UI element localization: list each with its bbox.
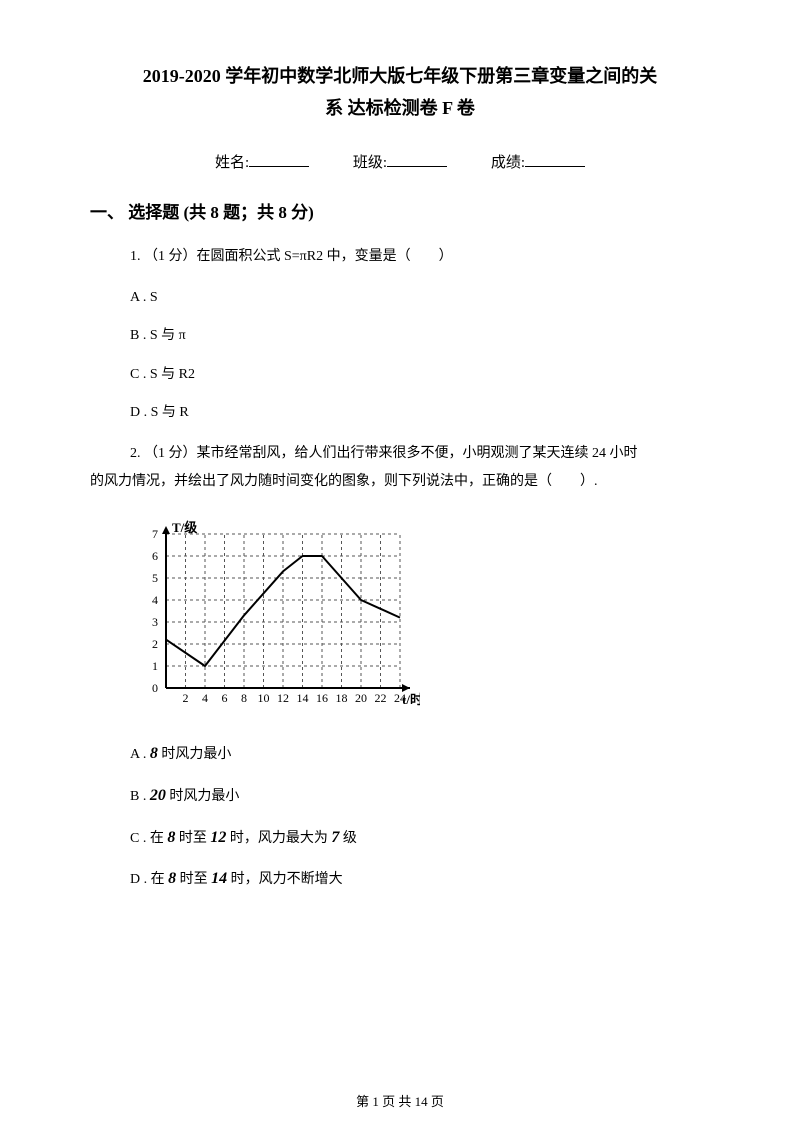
svg-text:18: 18	[336, 691, 348, 705]
section-1-heading: 一、 选择题 (共 8 题；共 8 分)	[90, 198, 710, 223]
q2-line1: 2. （1 分）某市经常刮风，给人们出行带来很多不便，小明观测了某天连续 24 …	[90, 440, 710, 468]
svg-text:5: 5	[152, 571, 158, 585]
q2-option-c: C . 在 8 时至 12 时，风力最大为 7 级	[130, 825, 710, 851]
q2c-pre: C . 在	[130, 831, 167, 846]
svg-text:2: 2	[152, 637, 158, 651]
svg-text:20: 20	[355, 691, 367, 705]
q2c-post: 级	[339, 831, 357, 846]
svg-text:0: 0	[152, 681, 158, 695]
q2-option-a: A . 8 时风力最小	[130, 741, 710, 767]
q2-line2: 的风力情况，并绘出了风力随时间变化的图象，则下列说法中，正确的是（ ）.	[90, 468, 710, 496]
q2b-post: 时风力最小	[166, 789, 240, 804]
q1-option-a: A . S	[130, 287, 710, 309]
q2a-num: 8	[150, 745, 158, 762]
svg-text:14: 14	[297, 691, 309, 705]
page-root: 2019-2020 学年初中数学北师大版七年级下册第三章变量之间的关 系 达标检…	[0, 0, 800, 1132]
svg-text:22: 22	[375, 691, 387, 705]
title-line-1: 2019-2020 学年初中数学北师大版七年级下册第三章变量之间的关	[90, 60, 710, 92]
question-2: 2. （1 分）某市经常刮风，给人们出行带来很多不便，小明观测了某天连续 24 …	[90, 440, 710, 496]
q2a-post: 时风力最小	[158, 747, 232, 762]
svg-text:t/时: t/时	[402, 692, 420, 707]
form-row: 姓名: 班级: 成绩:	[90, 151, 710, 172]
q1-option-c: C . S 与 R2	[130, 364, 710, 386]
svg-text:1: 1	[152, 659, 158, 673]
svg-text:10: 10	[258, 691, 270, 705]
wind-chart-svg: 0123456724681012141618202224T/级t/时	[130, 516, 420, 716]
q2d-mid1: 时至	[176, 872, 211, 887]
class-label: 班级:	[353, 151, 387, 172]
svg-text:2: 2	[183, 691, 189, 705]
svg-text:3: 3	[152, 615, 158, 629]
q2c-mid2: 时，风力最大为	[226, 831, 331, 846]
svg-text:6: 6	[222, 691, 228, 705]
svg-text:16: 16	[316, 691, 328, 705]
name-blank[interactable]	[249, 153, 309, 167]
svg-text:6: 6	[152, 549, 158, 563]
q2d-post: 时，风力不断增大	[227, 872, 343, 887]
class-blank[interactable]	[387, 153, 447, 167]
title-line-2: 系 达标检测卷 F 卷	[90, 92, 710, 124]
score-label: 成绩:	[491, 151, 525, 172]
q2-option-d: D . 在 8 时至 14 时，风力不断增大	[130, 866, 710, 892]
q2b-pre: B .	[130, 789, 150, 804]
q2-option-b: B . 20 时风力最小	[130, 783, 710, 809]
q2b-num: 20	[150, 787, 166, 804]
svg-text:12: 12	[277, 691, 289, 705]
score-blank[interactable]	[525, 153, 585, 167]
q2a-pre: A .	[130, 747, 150, 762]
svg-text:7: 7	[152, 527, 158, 541]
q1-option-b: B . S 与 π	[130, 325, 710, 347]
q1-option-d: D . S 与 R	[130, 402, 710, 424]
name-label: 姓名:	[215, 151, 249, 172]
page-footer: 第 1 页 共 14 页	[0, 1091, 800, 1110]
svg-text:T/级: T/级	[172, 520, 198, 535]
q2c-n2: 12	[210, 829, 226, 846]
q2d-pre: D . 在	[130, 872, 168, 887]
q2d-n1: 8	[168, 870, 176, 887]
svg-text:4: 4	[152, 593, 158, 607]
question-1: 1. （1 分）在圆面积公式 S=πR2 中，变量是（ ）	[130, 243, 710, 271]
wind-chart: 0123456724681012141618202224T/级t/时	[130, 516, 710, 721]
q2d-n2: 14	[211, 870, 227, 887]
svg-text:4: 4	[202, 691, 208, 705]
q2c-mid1: 时至	[175, 831, 210, 846]
svg-text:8: 8	[241, 691, 247, 705]
q1-text: 1. （1 分）在圆面积公式 S=πR2 中，变量是（ ）	[130, 249, 453, 264]
